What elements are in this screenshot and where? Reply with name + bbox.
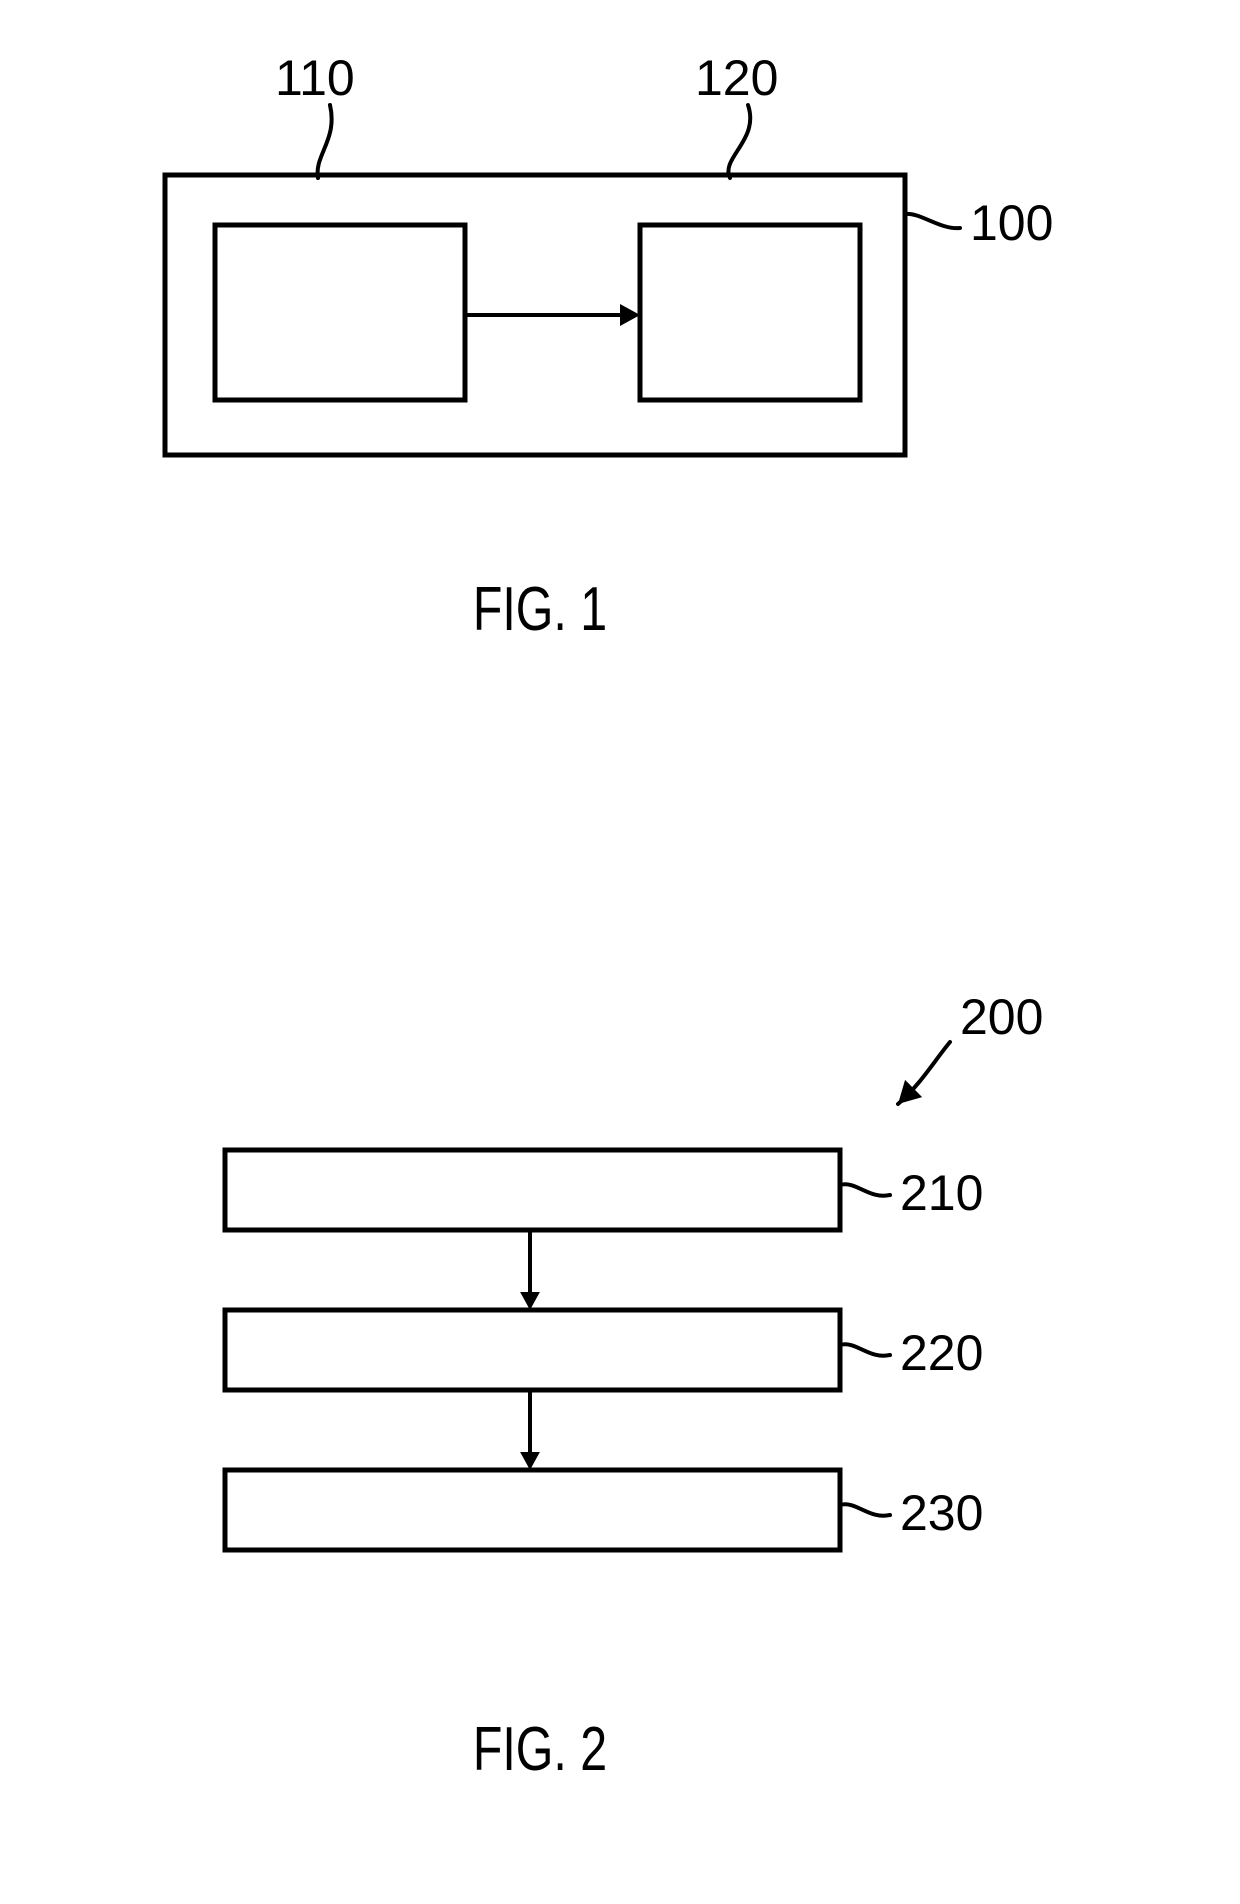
fig2-arrow-2-head — [520, 1452, 540, 1470]
label-120: 120 — [695, 50, 778, 106]
label-220: 220 — [900, 1325, 983, 1381]
fig1-box-120 — [640, 225, 860, 400]
label-200: 200 — [960, 989, 1043, 1045]
leader-100 — [905, 214, 960, 228]
leader-220 — [840, 1344, 890, 1356]
fig2-step-2 — [225, 1310, 840, 1390]
fig2-arrow-1-head — [520, 1292, 540, 1310]
fig1-caption: FIG. 1 — [473, 574, 607, 643]
leader-230 — [840, 1504, 890, 1516]
fig1-box-110 — [215, 225, 465, 400]
leader-110 — [318, 105, 332, 178]
fig1-arrow-head — [620, 304, 640, 326]
label-100: 100 — [970, 195, 1053, 251]
leader-210 — [840, 1184, 890, 1196]
fig2-step-1 — [225, 1150, 840, 1230]
fig2-step-3 — [225, 1470, 840, 1550]
label-210: 210 — [900, 1165, 983, 1221]
leader-120 — [728, 105, 750, 178]
fig2-caption: FIG. 2 — [473, 1714, 607, 1783]
label-230: 230 — [900, 1485, 983, 1541]
label-110: 110 — [275, 50, 355, 106]
